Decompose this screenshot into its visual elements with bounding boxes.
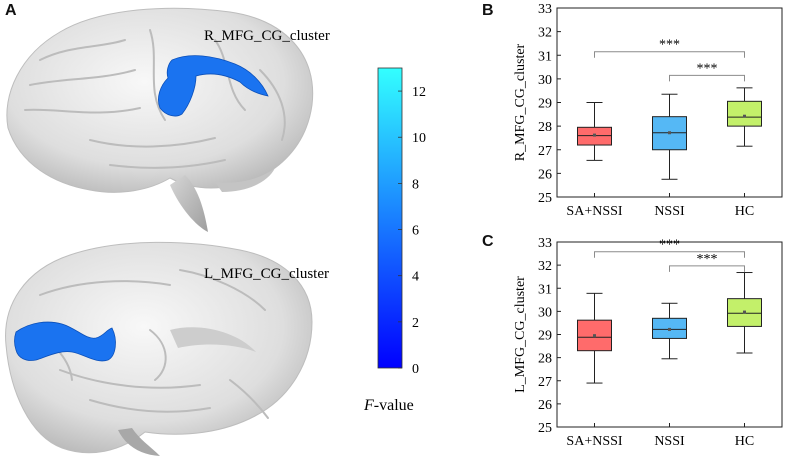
brain-bottom-label: L_MFG_CG_cluster [204, 266, 329, 282]
brain-top-label: R_MFG_CG_cluster [204, 28, 330, 44]
y-tick-label: 31 [538, 49, 552, 64]
significance-label: *** [659, 238, 680, 253]
significance-bracket [594, 251, 745, 258]
y-tick-label: 32 [538, 26, 552, 41]
y-tick-label: 30 [538, 305, 552, 320]
significance-bracket [669, 265, 745, 272]
x-tick-label: SA+NSSI [566, 434, 622, 449]
mean-marker [668, 131, 671, 135]
y-tick-label: 25 [538, 191, 552, 206]
colorbar-ticks: 12 10 8 6 4 2 0 [398, 85, 426, 377]
y-tick-label: 29 [538, 97, 552, 112]
mean-marker [593, 133, 596, 137]
mean-marker [743, 310, 746, 314]
brain-top [6, 7, 314, 232]
y-tick-label: 27 [538, 144, 552, 159]
brain-bottom [5, 241, 313, 456]
x-tick-label: SA+NSSI [566, 204, 622, 219]
y-tick-label: 27 [538, 375, 552, 390]
significance-label: *** [659, 38, 680, 53]
y-tick-label: 26 [538, 167, 552, 182]
significance-bracket [594, 51, 745, 58]
x-tick-label: NSSI [654, 434, 685, 449]
colorbar-tick-label: 2 [412, 316, 419, 331]
mean-marker [743, 114, 746, 118]
y-tick-label: 32 [538, 259, 552, 274]
panel-label-a: A [5, 2, 17, 19]
colorbar-tick-label: 6 [412, 224, 419, 239]
mean-marker [668, 327, 671, 331]
cluster-region-right [158, 55, 269, 117]
x-tick-label: NSSI [654, 204, 685, 219]
y-tick-label: 30 [538, 73, 552, 88]
significance-label: *** [697, 252, 718, 267]
y-axis-label-c: L_MFG_CG_cluster [513, 276, 528, 393]
mean-marker [593, 334, 596, 338]
panel-label-c: C [482, 233, 494, 250]
colorbar-tick-label: 8 [412, 177, 419, 192]
colorbar-tick-label: 10 [412, 131, 426, 146]
colorbar-label-f: F [363, 397, 374, 414]
y-tick-label: 33 [538, 2, 552, 17]
y-tick-label: 29 [538, 329, 552, 344]
colorbar-tick-label: 4 [412, 270, 419, 285]
y-tick-label: 28 [538, 352, 552, 367]
cluster-region-left [14, 321, 116, 362]
y-tick-label: 28 [538, 120, 552, 135]
y-tick-label: 25 [538, 421, 552, 436]
y-tick-label: 33 [538, 236, 552, 251]
colorbar-tick-label: 12 [412, 85, 426, 100]
x-tick-label: HC [735, 204, 754, 219]
y-tick-label: 26 [538, 398, 552, 413]
colorbar-gradient [377, 67, 403, 369]
panel-label-b: B [482, 2, 494, 19]
y-axis-label-b: R_MFG_CG_cluster [513, 43, 528, 161]
colorbar-label-rest: -value [374, 397, 414, 414]
colorbar-tick-label: 0 [412, 362, 419, 377]
colorbar-label: F-value [363, 397, 414, 414]
y-tick-label: 31 [538, 282, 552, 297]
significance-bracket [669, 74, 745, 82]
x-tick-label: HC [735, 434, 754, 449]
significance-label: *** [697, 61, 718, 76]
box-hc [727, 100, 762, 127]
